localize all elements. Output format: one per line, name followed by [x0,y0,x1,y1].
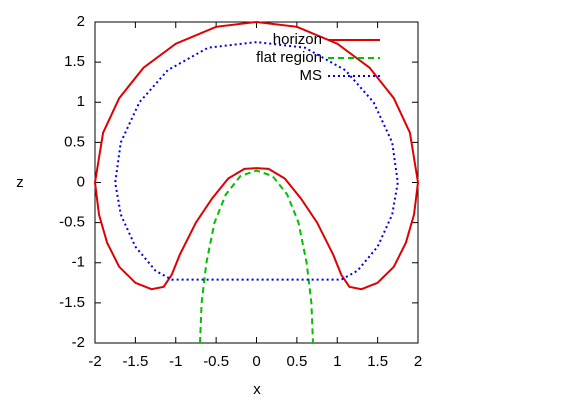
plot-border [94,21,419,344]
y-tick-label: 2 [77,13,85,30]
y-tick-label: 1.5 [64,53,85,70]
y-tick-label: -2 [72,334,85,351]
y-tick-label: -0.5 [59,214,85,231]
x-tick-label: 1 [333,353,341,370]
x-axis-label: x [253,381,261,398]
x-tick-label: -1 [169,353,182,370]
y-tick-label: -1 [72,254,85,271]
x-tick-label: -2 [88,353,101,370]
x-tick-label: -1.5 [122,353,148,370]
x-tick-label: -0.5 [203,353,229,370]
x-tick-label: 0 [252,353,260,370]
y-axis-label: z [16,174,24,191]
x-tick-label: 1.5 [367,353,388,370]
y-tick-label: 0.5 [64,133,85,150]
y-tick-label: 0 [77,173,85,190]
series-line [114,41,399,281]
y-tick-label: 1 [77,93,85,110]
legend-label: MS [300,67,323,84]
series-line [93,21,420,291]
series-line [199,169,314,344]
legend-label: horizon [273,31,322,48]
legend-label: flat region [256,49,322,66]
y-tick-label: -1.5 [59,294,85,311]
x-tick-label: 0.5 [286,353,307,370]
x-tick-label: 2 [414,353,422,370]
